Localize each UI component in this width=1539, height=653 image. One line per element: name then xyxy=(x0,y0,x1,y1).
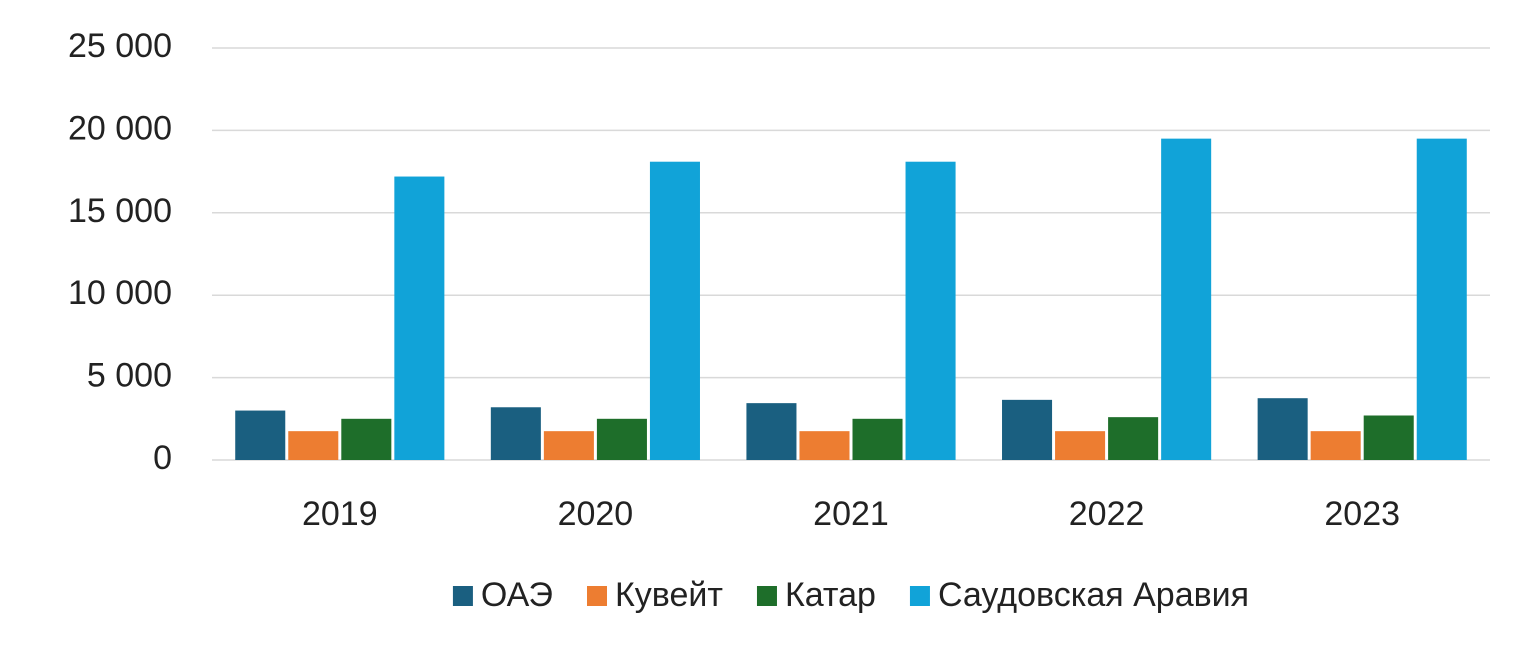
y-tick-label: 15 000 xyxy=(68,192,172,230)
bar xyxy=(394,176,445,460)
x-tick-label: 2019 xyxy=(302,495,378,533)
bar xyxy=(1257,398,1308,460)
y-tick-label: 25 000 xyxy=(68,27,172,65)
x-tick-label: 2020 xyxy=(558,495,634,533)
bar xyxy=(1002,399,1053,460)
legend-label: ОАЭ xyxy=(481,576,553,614)
bar xyxy=(288,431,339,460)
bar xyxy=(235,410,286,460)
bar xyxy=(649,161,700,460)
legend-swatch xyxy=(587,586,607,606)
bar xyxy=(1310,431,1361,460)
legend-swatch xyxy=(452,586,473,606)
y-tick-label: 0 xyxy=(153,439,172,477)
bar xyxy=(1161,138,1212,460)
y-tick-label: 5 000 xyxy=(87,357,172,395)
legend-swatch xyxy=(756,586,777,606)
x-tick-label: 2023 xyxy=(1324,495,1400,533)
bar xyxy=(1108,417,1159,460)
bar xyxy=(596,418,647,460)
x-tick-label: 2022 xyxy=(1069,495,1145,533)
legend-label: Катар xyxy=(785,576,876,614)
legend-label: Саудовская Аравия xyxy=(938,576,1249,614)
bar xyxy=(1416,138,1467,460)
x-tick-label: 2021 xyxy=(813,495,889,533)
y-tick-label: 10 000 xyxy=(68,274,172,312)
bar xyxy=(1055,431,1106,460)
legend-swatch xyxy=(909,586,930,606)
bar xyxy=(799,431,850,460)
bar xyxy=(543,431,594,460)
bar xyxy=(490,407,541,460)
bar xyxy=(1363,415,1414,460)
bar xyxy=(746,403,797,460)
bar xyxy=(852,418,903,460)
y-tick-label: 20 000 xyxy=(68,109,172,147)
bar xyxy=(905,161,956,460)
legend-label: Кувейт xyxy=(615,576,723,614)
bar xyxy=(341,418,392,460)
